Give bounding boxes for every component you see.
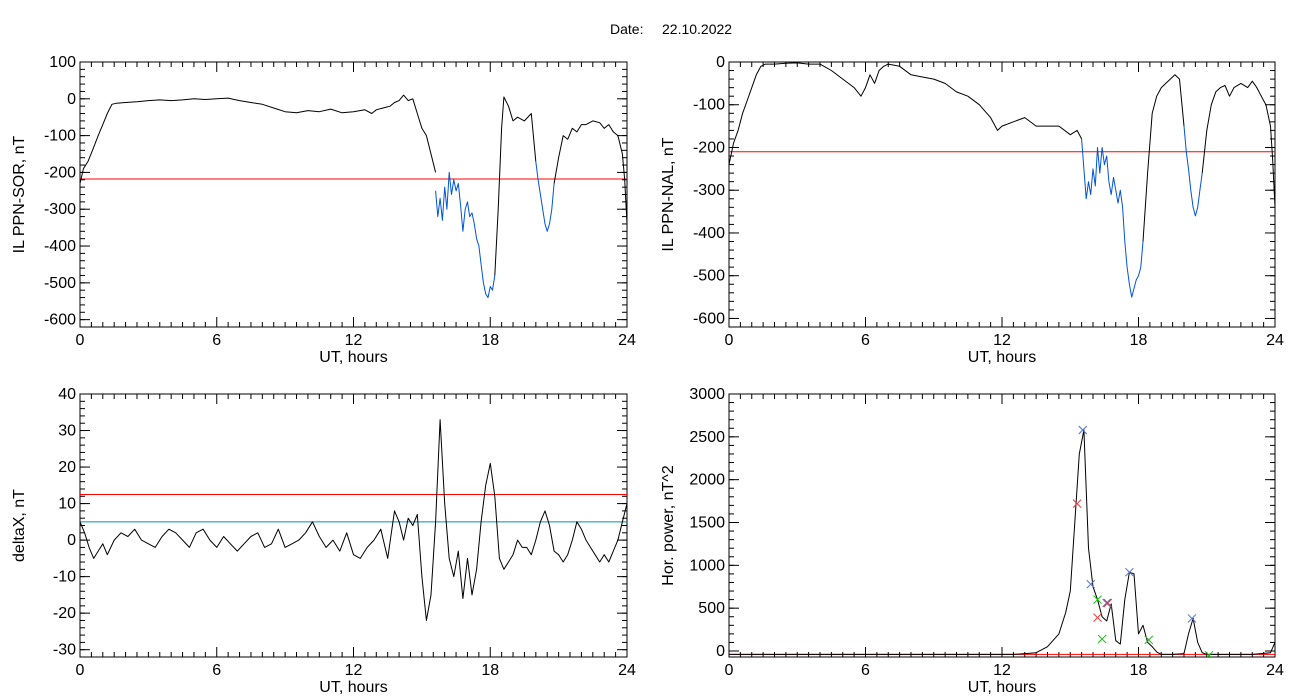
series-line xyxy=(553,120,627,224)
x-tick-label: 24 xyxy=(1266,332,1284,349)
y-tick-label: 1000 xyxy=(689,557,725,574)
x-tick-label: 12 xyxy=(993,332,1011,349)
plot-bottom-left: 0 6 12 18 24 40 30 20 10 0 -10 -20 -30 UT, hours delta… xyxy=(11,386,636,696)
x-tick-label: 6 xyxy=(212,662,221,679)
plots: 0 6 12 18 241000-100-200-300-400-500-600UT, … xyxy=(11,54,1284,696)
y-tick-label: 2500 xyxy=(689,429,725,446)
x-tick-label: 0 xyxy=(76,332,85,349)
point-marker xyxy=(1093,595,1102,604)
x-tick-label: 18 xyxy=(1130,662,1148,679)
series-line xyxy=(1081,138,1144,298)
y-tick-label: 0 xyxy=(67,532,76,549)
y-axis-title: Hor. power, nT^2 xyxy=(660,465,677,586)
point-marker xyxy=(1103,598,1113,608)
plot-top-left: 0 6 12 18 24 100 0 -100 -200 -300 -400 -500 -600 UT, … xyxy=(11,54,636,366)
y-tick-label: 20 xyxy=(58,459,76,476)
y-tick-label: -400 xyxy=(44,238,76,255)
x-tick-label: 6 xyxy=(212,332,221,349)
y-axis-title: IL PPN-NAL, nT xyxy=(660,137,677,251)
series-line xyxy=(729,62,1083,165)
x-axis-title: UT, hours xyxy=(968,679,1036,696)
y-tick-label: -600 xyxy=(693,310,725,327)
y-tick-label: 0 xyxy=(716,54,725,71)
x-tick-label: 12 xyxy=(345,662,363,679)
y-tick-label: -200 xyxy=(693,139,725,156)
y-tick-label: 3000 xyxy=(689,386,725,403)
point-marker xyxy=(1204,650,1214,657)
point-marker xyxy=(1093,613,1102,622)
series-line xyxy=(535,161,555,232)
date-value: 22.10.2022 xyxy=(662,21,732,37)
y-axis-title: IL PPN-SOR, nT xyxy=(11,135,28,253)
x-tick-label: 0 xyxy=(76,662,85,679)
y-axis-title: deltaX, nT xyxy=(11,489,28,562)
y-tick-label: 100 xyxy=(49,54,76,71)
x-tick-label: 6 xyxy=(861,332,870,349)
x-tick-label: 24 xyxy=(618,662,636,679)
y-tick-label: -300 xyxy=(44,201,76,218)
x-axis-title: UT, hours xyxy=(319,349,387,366)
y-tick-label: -30 xyxy=(53,642,76,659)
point-marker xyxy=(1102,598,1112,608)
point-marker xyxy=(1144,635,1154,645)
series-line xyxy=(80,94,437,184)
x-axis-title: UT, hours xyxy=(319,679,387,696)
plot-data xyxy=(729,62,1275,298)
x-tick-label: 18 xyxy=(481,662,499,679)
date-label: Date: xyxy=(610,21,643,37)
point-marker xyxy=(1187,614,1197,623)
y-tick-label: 2000 xyxy=(689,472,725,489)
x-tick-label: 0 xyxy=(725,332,734,349)
x-tick-label: 12 xyxy=(993,662,1011,679)
plot-data xyxy=(729,425,1275,657)
y-tick-label: -10 xyxy=(53,569,76,586)
plot-frame xyxy=(79,61,628,328)
x-tick-label: 6 xyxy=(861,662,870,679)
y-tick-label: -500 xyxy=(693,268,725,285)
series-line xyxy=(1183,126,1203,217)
y-tick-label: -200 xyxy=(44,164,76,181)
y-tick-label: -600 xyxy=(44,312,76,329)
plot-frame xyxy=(79,393,628,658)
y-tick-label: 0 xyxy=(716,643,725,660)
y-tick-label: 1500 xyxy=(689,515,725,532)
x-tick-label: 24 xyxy=(1266,662,1284,679)
series-line xyxy=(1142,74,1185,242)
series-line xyxy=(729,429,1275,655)
y-tick-label: 40 xyxy=(58,386,76,403)
plot-data xyxy=(80,94,627,299)
x-tick-label: 24 xyxy=(618,332,636,349)
y-tick-label: -100 xyxy=(44,128,76,145)
x-axis-title: UT, hours xyxy=(968,349,1036,366)
plot-top-right: 0 6 12 18 24 0 -100 -200 -300 -400 -500 -600 UT, hou… xyxy=(660,54,1284,366)
series-line xyxy=(1201,80,1275,208)
series-line xyxy=(494,96,537,276)
y-tick-label: -500 xyxy=(44,275,76,292)
x-tick-label: 12 xyxy=(345,332,363,349)
x-tick-label: 0 xyxy=(725,662,734,679)
y-tick-label: 10 xyxy=(58,496,76,513)
y-tick-label: 0 xyxy=(67,91,76,108)
y-tick-label: -20 xyxy=(53,605,76,622)
y-tick-label: 500 xyxy=(698,600,725,617)
plot-data xyxy=(80,419,627,621)
plot-frame xyxy=(728,61,1276,328)
point-marker xyxy=(1125,567,1134,577)
x-tick-label: 18 xyxy=(1130,332,1148,349)
y-tick-label: -400 xyxy=(693,225,725,242)
plot-bottom-right: 0 6 12 18 24 3000 2500 2000 1500 1000 500 0 UT, hour… xyxy=(660,386,1284,696)
series-line xyxy=(80,419,627,621)
point-marker xyxy=(1086,579,1096,589)
y-tick-label: -300 xyxy=(693,182,725,199)
y-tick-label: -100 xyxy=(693,97,725,114)
point-marker xyxy=(1097,634,1107,644)
point-marker xyxy=(1072,499,1082,509)
series-line xyxy=(435,171,496,299)
y-tick-label: 30 xyxy=(58,423,76,440)
point-marker xyxy=(1078,425,1088,435)
x-tick-label: 18 xyxy=(481,332,499,349)
